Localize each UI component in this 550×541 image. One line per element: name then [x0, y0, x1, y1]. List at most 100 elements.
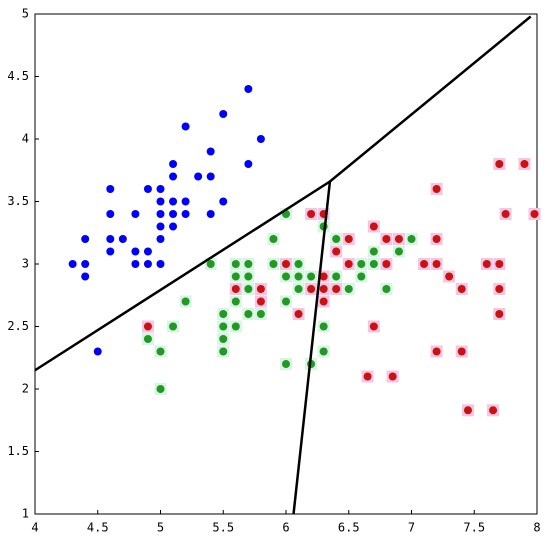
point — [307, 272, 316, 281]
point — [143, 335, 152, 343]
point — [156, 385, 165, 393]
x-tick-label: 8 — [533, 521, 540, 535]
point — [432, 235, 441, 243]
point — [131, 247, 140, 256]
point — [106, 185, 115, 193]
y-tick-label: 5 — [22, 7, 29, 21]
point — [382, 235, 391, 243]
point — [332, 285, 341, 293]
point — [394, 235, 403, 243]
point — [206, 210, 215, 218]
point — [319, 322, 328, 331]
boundary-line — [34, 15, 532, 372]
y-tick-label: 2.5 — [7, 319, 29, 333]
point — [282, 260, 290, 268]
point — [244, 260, 253, 268]
point — [244, 160, 253, 168]
point — [369, 260, 378, 268]
point — [169, 222, 178, 231]
point — [143, 247, 152, 256]
point — [369, 322, 378, 331]
point — [307, 285, 316, 293]
point — [407, 235, 416, 243]
point — [81, 235, 90, 243]
point — [206, 260, 215, 268]
point — [244, 85, 253, 93]
point — [68, 260, 77, 268]
point — [169, 160, 178, 168]
x-tick-label: 5.5 — [212, 521, 234, 535]
point — [382, 285, 391, 293]
point — [357, 260, 366, 268]
point — [219, 310, 228, 318]
point — [432, 260, 441, 268]
point — [495, 285, 504, 293]
point — [457, 347, 466, 356]
point — [219, 335, 228, 343]
point — [81, 272, 90, 281]
point — [256, 135, 265, 143]
point — [501, 210, 510, 218]
x-tick-label: 4 — [31, 521, 38, 535]
point — [432, 347, 441, 356]
point — [432, 185, 441, 193]
point — [181, 210, 190, 218]
y-tick-label: 2 — [22, 382, 29, 396]
point — [156, 210, 165, 218]
point — [206, 147, 215, 156]
point — [420, 260, 429, 268]
point — [93, 347, 102, 356]
point — [363, 372, 372, 381]
point — [332, 247, 341, 256]
point — [244, 285, 253, 293]
point — [156, 222, 165, 231]
point — [294, 285, 303, 293]
point — [269, 235, 278, 243]
point — [169, 172, 178, 181]
point — [294, 260, 303, 268]
point — [81, 260, 90, 268]
y-tick-label: 4.5 — [7, 69, 29, 83]
y-tick-label: 3 — [22, 257, 29, 271]
point — [156, 235, 165, 243]
point — [495, 260, 504, 268]
point — [169, 210, 178, 218]
point — [489, 406, 498, 415]
point — [344, 235, 353, 243]
point — [106, 247, 115, 256]
point — [319, 272, 328, 281]
point — [530, 210, 539, 218]
y-tick-label: 1 — [22, 507, 29, 521]
point — [382, 260, 391, 268]
point — [143, 185, 152, 193]
point — [319, 297, 328, 306]
y-tick-label: 4 — [22, 132, 29, 146]
point — [394, 247, 403, 256]
point — [256, 297, 265, 306]
point — [156, 347, 165, 356]
point — [369, 247, 378, 256]
y-tick-label: 3.5 — [7, 194, 29, 208]
point — [156, 197, 165, 206]
point — [131, 260, 140, 268]
x-tick-label: 4.5 — [87, 521, 109, 535]
point — [256, 310, 265, 318]
point — [231, 297, 240, 306]
point — [219, 197, 228, 206]
boundary-line — [292, 181, 332, 515]
point — [206, 172, 215, 181]
point — [294, 272, 303, 281]
point — [143, 322, 152, 331]
x-tick-label: 6 — [282, 521, 289, 535]
point — [344, 285, 353, 293]
point — [231, 260, 240, 268]
point — [344, 260, 353, 268]
point — [319, 347, 328, 356]
point — [219, 322, 228, 331]
point — [282, 272, 290, 281]
point — [495, 160, 504, 168]
point — [307, 210, 316, 218]
point — [319, 285, 328, 293]
point — [118, 235, 127, 243]
